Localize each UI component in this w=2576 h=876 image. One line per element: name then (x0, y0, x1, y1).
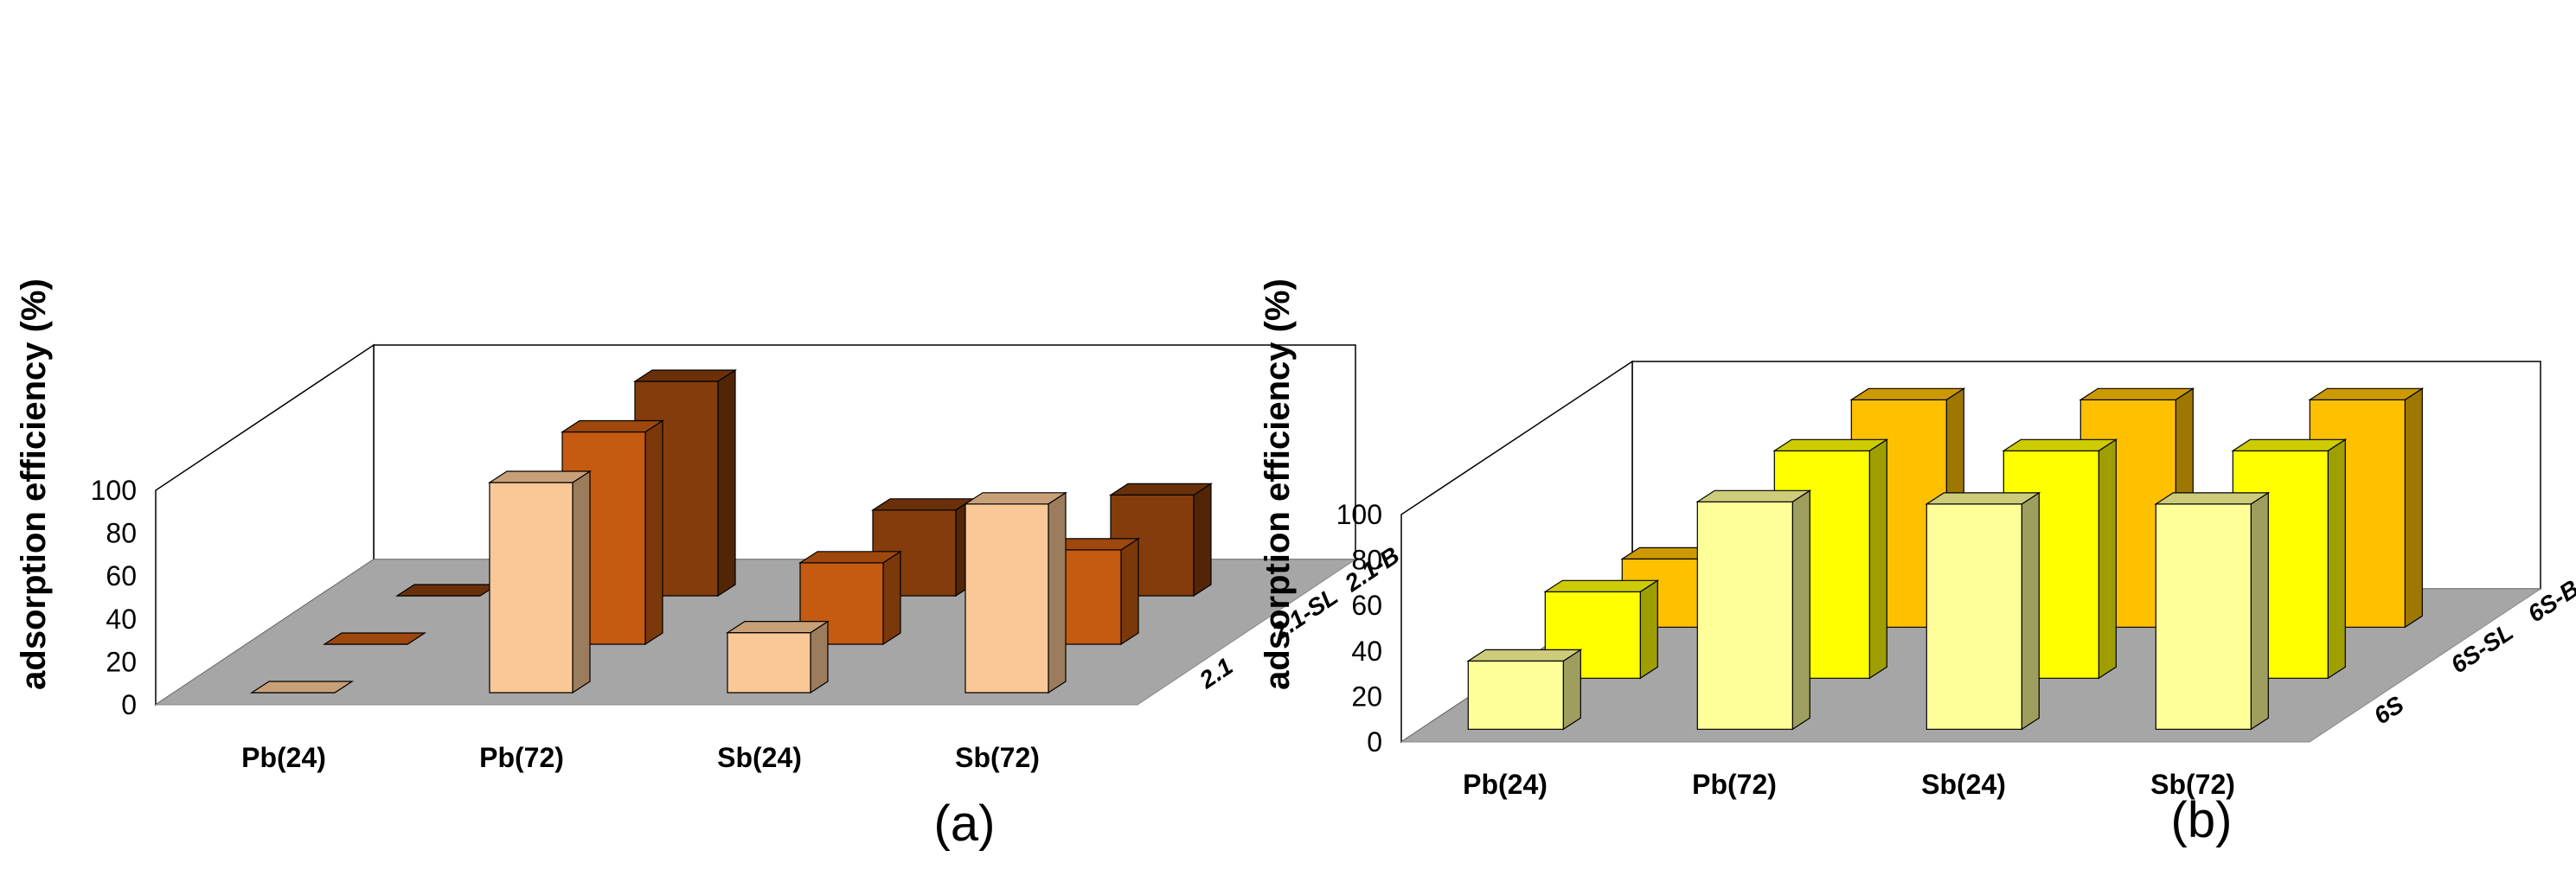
bar-6S-Sb(24) (1925, 491, 2041, 731)
x-category-label: Pb(24) (1463, 769, 1548, 800)
y-tick-label: 0 (121, 689, 137, 720)
bar-side-face (1120, 537, 1139, 646)
y-tick-label: 20 (1351, 681, 1382, 712)
bar-top-face (1925, 492, 2041, 505)
x-category-label: Sb(72) (2150, 769, 2235, 800)
bar-side-face (1048, 491, 1067, 694)
bar-front-face (964, 503, 1049, 694)
y-tick-label: 60 (1351, 590, 1382, 621)
bar-top-face (249, 681, 355, 694)
panel-label: (a) (934, 796, 996, 852)
bar-2.1-Pb(24) (249, 681, 355, 694)
bar-side-face (2021, 491, 2040, 731)
bar-front-face (1696, 501, 1793, 730)
x-category-label: Sb(24) (717, 742, 802, 773)
bar-side-face (882, 550, 901, 646)
bar-2.1-Pb(72) (487, 470, 593, 694)
bar-top-face (560, 419, 665, 433)
x-category-label: Pb(24) (241, 742, 326, 773)
bar-top-face (2231, 438, 2348, 451)
y-tick-label: 20 (106, 646, 137, 677)
x-category-label: Pb(72) (479, 742, 564, 773)
bar-side-face (2098, 438, 2117, 680)
bar-side-face (717, 368, 736, 598)
y-tick-label: 80 (106, 518, 137, 549)
y-axis-label: adsorption efficiency (%) (1259, 278, 1297, 690)
chart-panel-b: 0 20 40 60 80 100 adsorption efficiency (%) Pb(… (1259, 278, 2576, 848)
bar-top-face (2079, 387, 2195, 400)
bar-2.1-Sb(72) (963, 491, 1068, 694)
bar-side-face (644, 419, 663, 646)
bar-6S-Pb(72) (1695, 489, 1812, 731)
bar-2.1-Sb(24) (725, 620, 830, 694)
bar-side-face (2250, 491, 2269, 731)
bar-top-face (1543, 579, 1660, 592)
bar-top-face (725, 620, 830, 634)
bar-top-face (322, 632, 427, 645)
y-tick-label: 40 (106, 604, 137, 635)
x-category-label: Sb(24) (1921, 769, 2006, 800)
bar-side-face (1193, 483, 1212, 598)
bar-side-face (1791, 489, 1810, 731)
bar-front-face (727, 631, 811, 694)
y-tick-label: 60 (106, 560, 137, 591)
y-tick-label: 40 (1351, 636, 1382, 667)
bar-top-face (798, 551, 903, 564)
bar-side-face (1639, 579, 1658, 680)
bar-top-face (632, 369, 738, 382)
bar-front-face (2155, 503, 2252, 730)
bar-front-face (1467, 660, 1564, 730)
x-category-label: Pb(72) (1692, 769, 1777, 800)
y-axis-label: adsorption efficiency (%) (15, 278, 53, 690)
bar-top-face (1695, 489, 1812, 502)
bar-side-face (2404, 387, 2423, 629)
bar-side-face (572, 470, 591, 694)
bar-6S-Sb(72) (2154, 491, 2271, 731)
bar-top-face (870, 498, 976, 511)
x-category-label: Sb(72) (955, 742, 1040, 773)
bar-side-face (2327, 438, 2346, 680)
bar-side-face (1562, 649, 1581, 731)
bar-top-face (487, 470, 593, 483)
bar-2.1-SL-Pb(24) (322, 632, 427, 645)
bar-side-face (1868, 438, 1887, 680)
bar-top-face (2308, 387, 2425, 400)
bar-front-face (1926, 503, 2022, 730)
bar-top-face (1466, 649, 1583, 662)
bar-6S-Pb(24) (1466, 649, 1583, 731)
chart-panel-a: 0 20 40 60 80 100 adsorption efficiency (%) Pb(… (15, 278, 1404, 852)
bar-top-face (2154, 492, 2271, 505)
panel-label: (b) (2171, 792, 2233, 848)
bar-front-face (489, 482, 574, 694)
bar-top-face (2002, 438, 2118, 451)
y-tick-label: 0 (1367, 726, 1382, 758)
bar-2.1-B-Pb(24) (394, 584, 500, 597)
bar-top-face (1108, 483, 1214, 496)
bar-side-face (810, 620, 829, 694)
y-tick-label: 80 (1351, 545, 1382, 576)
y-tick-label: 100 (1336, 499, 1382, 530)
y-tick-label: 100 (91, 475, 137, 506)
bar-top-face (1772, 438, 1889, 451)
bar-top-face (1849, 387, 1966, 400)
bar-top-face (394, 584, 500, 597)
bar-top-face (963, 492, 1068, 505)
